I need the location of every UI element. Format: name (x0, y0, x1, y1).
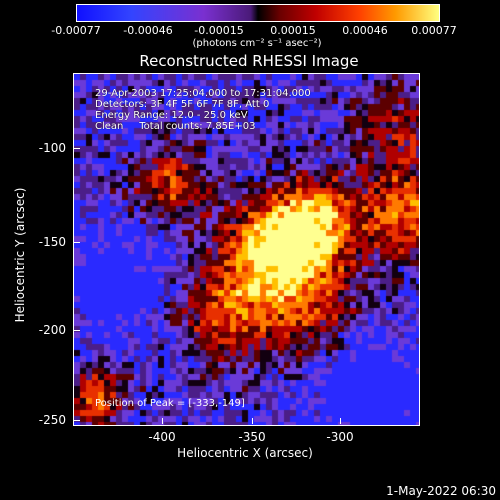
annotation-clean: Clean Total counts: 7.85E+03 (95, 121, 256, 132)
rhessi-image (73, 73, 420, 426)
y-tick-mark (74, 242, 80, 243)
x-axis-label: Heliocentric X (arcsec) (177, 446, 313, 460)
colorbar-tick: -0.00046 (123, 24, 173, 37)
y-tick-label: -250 (38, 413, 66, 427)
colorbar-tick: 0.00077 (411, 24, 457, 37)
y-axis-label: Heliocentric Y (arcsec) (13, 187, 27, 323)
footer-date: 1-May-2022 06:30 (386, 484, 496, 498)
x-tick-mark (162, 418, 163, 424)
x-tick-mark (340, 418, 341, 424)
y-tick-mark (74, 420, 80, 421)
colorbar-tick: -0.00015 (194, 24, 244, 37)
y-tick-mark (74, 148, 80, 149)
y-tick-label: -100 (38, 141, 66, 155)
x-tick-label: -400 (148, 430, 176, 444)
rhessi-image-canvas (74, 74, 419, 425)
colorbar-tick: -0.00077 (51, 24, 101, 37)
x-tick-mark (252, 418, 253, 424)
colorbar-tick: 0.00015 (270, 24, 316, 37)
x-tick-label: -350 (238, 430, 266, 444)
peak-position: Position of Peak = [-333,-149] (95, 398, 245, 409)
colorbar-units: (photons cm⁻² s⁻¹ asec⁻²) (192, 38, 322, 49)
annotation-time: 29-Apr-2003 17:25:04.000 to 17:31:04.000 (95, 88, 311, 99)
colorbar (76, 4, 440, 22)
colorbar-tick: 0.00046 (342, 24, 388, 37)
y-tick-mark (74, 330, 80, 331)
y-tick-label: -150 (38, 235, 66, 249)
annotation-energy: Energy Range: 12.0 - 25.0 keV (95, 110, 248, 121)
y-tick-label: -200 (38, 323, 66, 337)
x-tick-label: -300 (326, 430, 354, 444)
image-title: Reconstructed RHESSI Image (139, 52, 359, 70)
annotation-detectors: Detectors: 3F 4F 5F 6F 7F 8F, Att 0 (95, 99, 270, 110)
